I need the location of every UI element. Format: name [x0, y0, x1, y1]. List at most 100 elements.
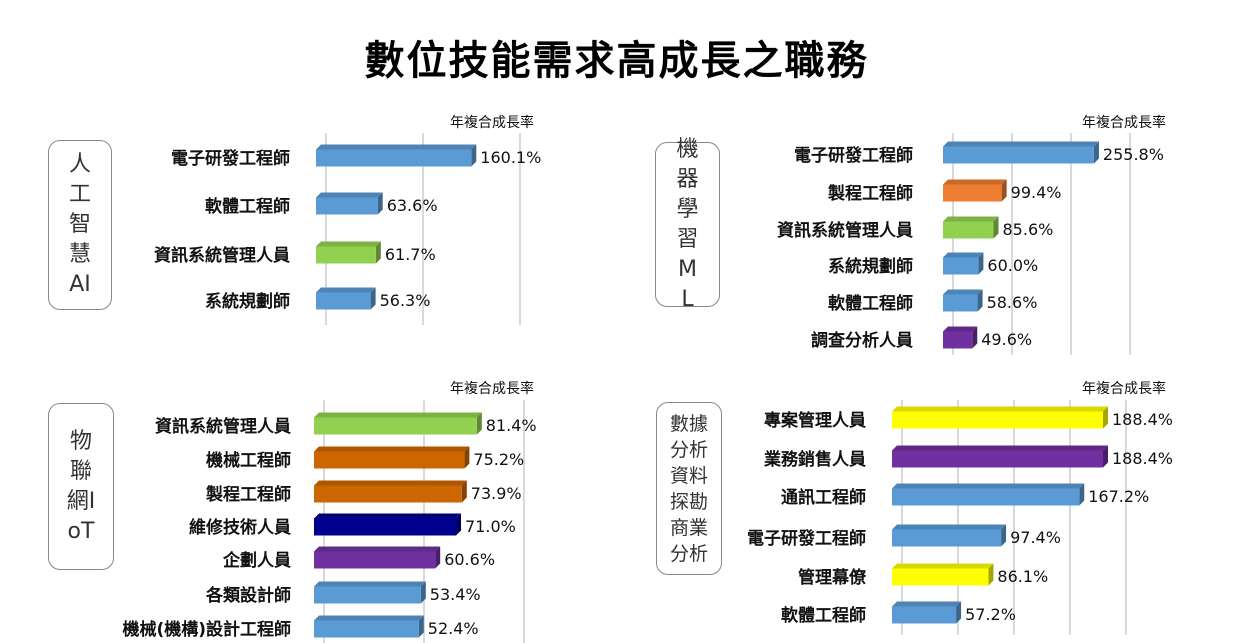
data-label: 49.6% — [981, 330, 1032, 349]
bar-side — [972, 326, 978, 349]
bar-side — [476, 412, 482, 435]
bar-side — [375, 241, 381, 264]
bar — [314, 412, 482, 435]
bar — [314, 615, 424, 638]
data-label: 73.9% — [471, 484, 522, 503]
data-label: 75.2% — [473, 450, 524, 469]
panel-title-data: 數據分析資料探勘商業分析 — [656, 402, 722, 575]
value-header: 年複合成長率 — [450, 380, 534, 397]
data-label: 60.6% — [444, 550, 495, 569]
bar — [314, 581, 426, 604]
data-label: 167.2% — [1088, 487, 1149, 506]
category-label: 各類設計師 — [205, 585, 291, 606]
category-label: 系統規劃師 — [828, 256, 913, 277]
data-label: 85.6% — [1003, 220, 1054, 239]
bar — [892, 524, 1007, 547]
category-label: 系統規劃師 — [205, 291, 290, 312]
bar — [892, 563, 994, 586]
bar — [943, 216, 999, 239]
bar-top — [314, 412, 482, 418]
category-label: 製程工程師 — [827, 183, 913, 204]
data-label: 81.4% — [486, 416, 537, 435]
bar-side — [988, 563, 994, 586]
bar-top — [943, 179, 1007, 185]
bar — [943, 179, 1007, 202]
bar-front — [316, 197, 378, 215]
category-label: 軟體工程師 — [205, 196, 290, 217]
data-label: 61.7% — [385, 245, 436, 264]
bar-side — [1079, 483, 1085, 506]
category-label: 調查分析人員 — [811, 330, 913, 351]
category-label: 電子研發工程師 — [171, 148, 290, 169]
bar-top — [316, 241, 381, 247]
bar — [892, 406, 1109, 429]
bar — [316, 241, 381, 264]
bar-front — [943, 221, 994, 239]
data-label: 57.2% — [965, 605, 1016, 624]
category-label: 電子研發工程師 — [794, 145, 913, 166]
bar-top — [892, 445, 1109, 451]
bar-front — [316, 149, 472, 167]
data-label: 53.4% — [430, 585, 481, 604]
bar-front — [314, 417, 477, 435]
bar-side — [370, 287, 376, 310]
bar — [943, 252, 984, 275]
bar-front — [892, 450, 1104, 468]
category-label: 機械工程師 — [206, 450, 291, 471]
bar-front — [314, 620, 419, 638]
category-label: 電子研發工程師 — [747, 528, 866, 549]
bar-top — [314, 513, 461, 519]
category-label: 通訊工程師 — [781, 487, 866, 508]
data-label: 255.8% — [1103, 145, 1164, 164]
bar-top — [943, 141, 1099, 147]
panel-title-text: 數據分析資料探勘商業分析 — [669, 412, 708, 565]
bar-top — [943, 289, 983, 295]
bar — [943, 326, 978, 349]
bar-front — [314, 451, 465, 469]
bar-top — [943, 252, 984, 258]
bar-side — [1093, 141, 1099, 164]
panel-title-text: 物聯網IoT — [66, 428, 96, 544]
bar-front — [314, 586, 421, 604]
bar-side — [418, 615, 424, 638]
bar-side — [1001, 524, 1007, 547]
panel-title-text: 人工智慧AI — [68, 152, 91, 297]
panel-title-ai: 人工智慧AI — [48, 140, 112, 310]
value-header: 年複合成長率 — [1082, 114, 1166, 131]
category-label: 管理幕僚 — [798, 567, 867, 588]
bar-top — [314, 446, 470, 452]
bar-side — [1103, 445, 1109, 468]
bar-side — [464, 446, 470, 469]
bar-top — [892, 406, 1109, 412]
bar-front — [892, 606, 957, 624]
bar-top — [314, 615, 424, 621]
panel-title-iot: 物聯網IoT — [48, 403, 114, 570]
bar-top — [943, 216, 999, 222]
bar-front — [316, 292, 371, 310]
bar — [892, 483, 1085, 506]
data-label: 86.1% — [997, 567, 1048, 586]
bar — [314, 446, 470, 469]
bar-side — [377, 192, 383, 215]
bar-front — [314, 551, 436, 569]
bar-top — [316, 287, 376, 293]
bar-top — [892, 601, 962, 607]
bar-side — [456, 513, 461, 536]
bar-top — [316, 192, 383, 198]
category-label: 維修技術人員 — [189, 517, 291, 538]
bar — [316, 144, 477, 167]
bar-front — [314, 518, 456, 536]
bar — [316, 287, 376, 310]
data-label: 160.1% — [480, 148, 541, 167]
bar-side — [420, 581, 426, 604]
bar — [314, 513, 461, 536]
panel-title-text: 機器學習ML — [676, 136, 699, 312]
data-label: 188.4% — [1112, 410, 1173, 429]
data-label: 99.4% — [1011, 183, 1062, 202]
bar — [316, 192, 383, 215]
bar — [314, 546, 441, 569]
